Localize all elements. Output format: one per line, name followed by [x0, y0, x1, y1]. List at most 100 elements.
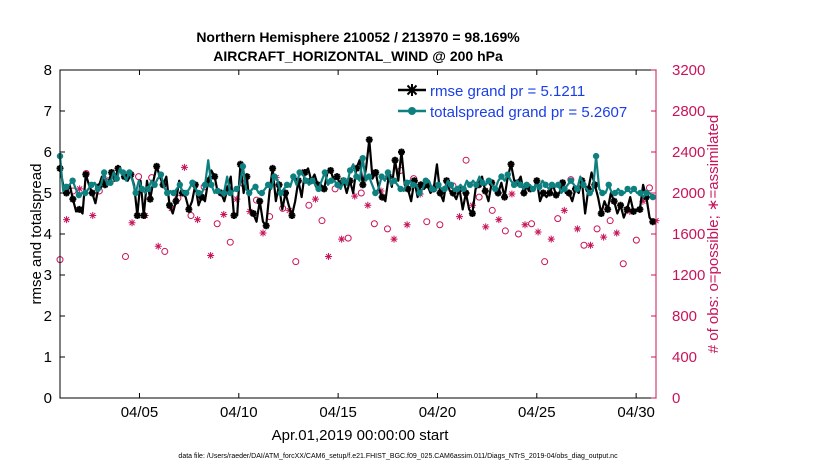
- spread-marker: [334, 181, 341, 188]
- obs-assimilated-marker: [338, 235, 346, 243]
- spread-marker: [233, 185, 240, 193]
- obs-assimilated-marker: [613, 229, 621, 237]
- rmse-marker: [591, 181, 599, 189]
- obs-assimilated-marker: [521, 221, 529, 229]
- spread-marker: [555, 181, 562, 188]
- obs-assimilated-marker: [508, 190, 516, 198]
- rmse-marker: [520, 189, 528, 197]
- rmse-marker: [436, 189, 444, 197]
- obs-possible-marker: [226, 238, 234, 246]
- spread-marker: [454, 185, 461, 193]
- rmse-marker: [198, 193, 206, 201]
- spread-marker: [428, 185, 436, 193]
- obs-assimilated-marker: [89, 212, 97, 220]
- obs-possible-marker: [501, 227, 509, 235]
- spread-marker: [397, 185, 404, 193]
- rmse-marker: [153, 162, 161, 170]
- obs-assimilated-marker: [534, 228, 542, 236]
- obs-possible-marker: [645, 184, 653, 192]
- y-tick-label: 2: [44, 308, 52, 325]
- legend-rmse-label: rmse grand pr = 5.1211: [430, 83, 585, 100]
- rmse-marker: [346, 177, 354, 185]
- rmse-marker: [320, 185, 328, 193]
- rmse-marker: [391, 156, 399, 164]
- y2-tick-label: 2400: [672, 144, 705, 161]
- rmse-marker: [236, 160, 244, 168]
- rmse-marker: [584, 185, 592, 193]
- spread-marker: [283, 181, 291, 188]
- spread-marker: [359, 154, 366, 162]
- rmse-marker: [397, 148, 405, 156]
- rmse-marker: [114, 164, 122, 172]
- y2-tick-label: 2000: [672, 185, 705, 202]
- obs-assimilated-marker: [233, 195, 241, 203]
- y2-tick-label: 1200: [672, 267, 705, 284]
- spread-marker: [315, 185, 322, 193]
- rmse-marker: [146, 195, 154, 203]
- x-axis: 04/05 04/10 04/15 04/20 04/25 04/30: [121, 70, 655, 421]
- y-tick-label: 0: [44, 390, 52, 407]
- obs-possible-marker: [580, 241, 588, 249]
- y-tick-label: 3: [44, 267, 52, 284]
- obs-assimilated-marker: [259, 229, 267, 237]
- obs-assimilated-marker: [587, 241, 595, 249]
- plot-area: [60, 70, 656, 398]
- rmse-marker: [191, 181, 199, 189]
- spread-marker: [479, 179, 486, 186]
- legend-spread-label: totalspread grand pr = 5.2607: [430, 104, 627, 121]
- series-lines: [56, 136, 657, 230]
- rmse-marker: [617, 201, 625, 209]
- rmse-marker: [249, 210, 257, 217]
- x-axis-label: Apr.01,2019 00:00:00 start: [272, 427, 450, 444]
- spread-marker: [258, 189, 266, 197]
- obs-possible-marker: [528, 220, 536, 228]
- obs-possible-marker: [593, 225, 601, 233]
- spread-marker: [460, 185, 467, 193]
- spread-marker: [517, 181, 524, 188]
- rmse-marker: [559, 179, 567, 187]
- y-axis-right: 0 400 800 1200 1600 2000 2400 2800 3200: [651, 62, 705, 407]
- spread-marker: [599, 189, 606, 197]
- rmse-marker: [410, 177, 418, 185]
- spread-marker: [82, 189, 89, 197]
- spread-marker: [416, 189, 423, 197]
- spread-marker: [126, 169, 133, 176]
- spread-marker: [107, 179, 114, 186]
- obs-possible-marker: [436, 221, 444, 229]
- rmse-marker: [501, 193, 509, 201]
- x-tick-label: 04/10: [220, 404, 258, 421]
- rmse-marker: [565, 189, 573, 197]
- spread-marker: [132, 189, 139, 197]
- y-tick-label: 5: [44, 185, 52, 202]
- y2-tick-label: 0: [672, 390, 680, 407]
- obs-possible-marker: [161, 247, 169, 255]
- rmse-marker: [533, 177, 541, 185]
- spread-marker: [510, 181, 518, 188]
- rmse-marker: [288, 212, 296, 220]
- spread-marker: [302, 177, 310, 184]
- spread-marker: [611, 189, 619, 197]
- obs-assimilated-marker: [403, 221, 411, 229]
- x-tick-label: 04/15: [319, 404, 357, 421]
- obs-possible-marker: [292, 258, 300, 266]
- spread-marker: [151, 181, 158, 188]
- obs-assimilated-marker: [180, 163, 188, 171]
- rmse-marker: [642, 193, 650, 201]
- obs-assimilated-marker: [220, 211, 228, 219]
- spread-marker: [643, 189, 650, 197]
- rmse-marker: [333, 173, 341, 181]
- obs-assimilated-marker: [482, 223, 490, 231]
- rmse-marker: [636, 205, 644, 213]
- spread-marker: [649, 193, 657, 201]
- obs-assimilated-marker: [560, 206, 568, 214]
- rmse-marker: [75, 205, 83, 213]
- spread-marker: [365, 173, 373, 180]
- obs-assimilated-marker: [364, 201, 372, 209]
- rmse-marker: [101, 181, 109, 189]
- rmse-marker: [468, 210, 476, 217]
- spread-marker: [441, 185, 448, 193]
- rmse-marker: [185, 205, 193, 213]
- rmse-marker: [327, 166, 335, 174]
- y2-tick-label: 400: [672, 349, 697, 366]
